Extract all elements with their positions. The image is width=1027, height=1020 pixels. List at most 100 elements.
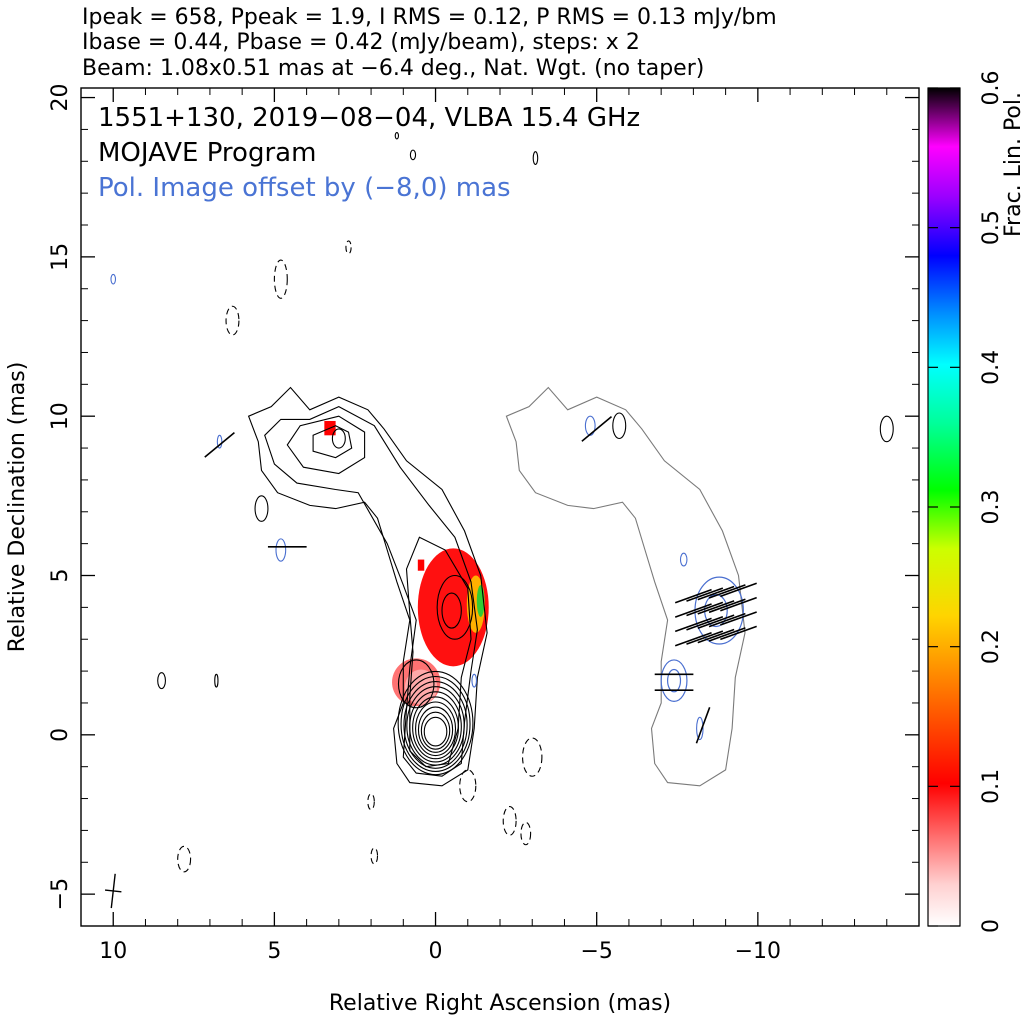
jet-envelope-contour-2 bbox=[405, 536, 472, 768]
core-contour bbox=[403, 681, 468, 769]
pol-contour-island bbox=[696, 716, 704, 741]
y-tick-label: 20 bbox=[48, 84, 73, 112]
x-tick-label: −10 bbox=[735, 939, 781, 964]
x-tick-label: 10 bbox=[99, 939, 127, 964]
core-contour bbox=[420, 711, 451, 750]
map-content bbox=[104, 132, 894, 909]
pol-contour-island bbox=[679, 552, 688, 567]
negative-contour bbox=[345, 240, 352, 255]
pol-offset-panel bbox=[110, 273, 746, 787]
y-axis-label: Relative Declination (mas) bbox=[5, 362, 30, 653]
frac-pol-patch-small bbox=[417, 559, 425, 571]
evpa-tick bbox=[708, 627, 746, 642]
jet-envelope-contour-4 bbox=[312, 425, 353, 459]
knot-contour-inner bbox=[441, 592, 462, 629]
evpa-tick bbox=[686, 601, 724, 617]
negative-contour bbox=[225, 305, 240, 336]
x-tick-label: 5 bbox=[267, 939, 281, 964]
evpa-tick bbox=[697, 614, 735, 629]
negative-contour bbox=[370, 847, 379, 865]
y-tick-label: 15 bbox=[48, 243, 73, 271]
colorbar-tick-label: 0.6 bbox=[979, 71, 1004, 106]
evpa-tick bbox=[720, 582, 757, 598]
beam-minor-axis bbox=[104, 889, 122, 893]
evpa-tick bbox=[686, 587, 724, 602]
colorbar-tick-label: 0.2 bbox=[979, 629, 1004, 664]
pol-contour-island bbox=[110, 273, 117, 285]
colorbar-label: Frac. Lin. Pol. bbox=[1001, 92, 1026, 237]
y-tick-label: 0 bbox=[48, 728, 73, 742]
y-tick-label: 5 bbox=[48, 569, 73, 583]
evpa-tick bbox=[697, 628, 735, 644]
core-contour bbox=[400, 675, 471, 773]
evpa-tick bbox=[204, 431, 235, 458]
total-intensity-contours bbox=[157, 132, 894, 873]
colorbar-tick-label: 0.1 bbox=[979, 769, 1004, 804]
core-contour bbox=[423, 716, 448, 747]
core-contour bbox=[415, 701, 457, 757]
y-tick-label: −5 bbox=[48, 878, 73, 910]
evpa-tick bbox=[697, 585, 735, 601]
evpa-tick bbox=[581, 416, 613, 442]
colorbar-tick-label: 0.5 bbox=[979, 210, 1004, 245]
pol-contour-island bbox=[471, 673, 478, 688]
beam-marker bbox=[104, 873, 122, 909]
contour-island bbox=[612, 412, 627, 440]
contour-island bbox=[532, 151, 539, 166]
colorbar-tick-label: 0.4 bbox=[979, 350, 1004, 385]
pol-contour-knot-inner bbox=[704, 594, 728, 628]
negative-contour bbox=[502, 805, 517, 836]
y-tick-label: 10 bbox=[48, 402, 73, 430]
contour-island bbox=[879, 415, 894, 443]
core-contour bbox=[417, 706, 454, 753]
plot-area bbox=[81, 88, 919, 926]
jet-envelope-contour-0 bbox=[247, 386, 488, 787]
contour-island bbox=[394, 132, 400, 140]
jet-envelope-contour-3 bbox=[286, 415, 366, 475]
evpa-tick bbox=[720, 596, 757, 612]
jet-envelope-contour-1 bbox=[264, 405, 478, 777]
inner-jet-contour bbox=[397, 659, 435, 709]
contour-island bbox=[214, 673, 219, 688]
evpa-tick bbox=[686, 630, 724, 645]
evpa-tick bbox=[695, 707, 711, 744]
contour-island bbox=[254, 495, 269, 522]
x-axis-label: Relative Right Ascension (mas) bbox=[329, 991, 671, 1016]
knot-contour bbox=[436, 574, 474, 640]
evpa-tick bbox=[697, 600, 735, 615]
axis-ticks: 10 5 0 −5 −10 20 15 10 5 0 −5 bbox=[48, 84, 919, 964]
offset-lowest-contour bbox=[505, 386, 746, 787]
evpa-tick bbox=[686, 616, 724, 631]
core-contour bbox=[397, 670, 474, 776]
lobe-peak-contour bbox=[331, 428, 346, 449]
pol-contour-inner-jet-core bbox=[666, 668, 682, 693]
colorbar-ticks: 0 0.1 0.2 0.3 0.4 0.5 0.6 bbox=[928, 71, 1004, 933]
pol-contour-island bbox=[216, 434, 223, 449]
pol-offset-annotation: Pol. Image offset by (−8,0) mas bbox=[98, 173, 511, 203]
evpa-tick bbox=[674, 631, 712, 647]
colorbar-tick-label: 0 bbox=[979, 919, 1004, 933]
negative-contour bbox=[367, 793, 375, 811]
x-tick-label: 0 bbox=[429, 939, 443, 964]
source-annotation: 1551+130, 2019−08−04, VLBA 15.4 GHz bbox=[98, 103, 640, 133]
program-annotation: MOJAVE Program bbox=[98, 138, 316, 168]
header-line-2: Ibase = 0.44, Pbase = 0.42 (mJy/beam), s… bbox=[82, 30, 640, 55]
colorbar-tick-label: 0.3 bbox=[979, 490, 1004, 525]
header-line-3: Beam: 1.08x0.51 mas at −6.4 deg., Nat. W… bbox=[82, 56, 704, 81]
negative-contour bbox=[520, 821, 532, 846]
contour-island bbox=[157, 672, 166, 690]
evpa-tick bbox=[720, 625, 757, 641]
evpa-tick bbox=[708, 612, 746, 628]
evpa-ticks bbox=[204, 416, 757, 744]
evpa-tick bbox=[708, 584, 746, 599]
evpa-tick bbox=[674, 588, 712, 604]
pol-contour-island bbox=[275, 538, 287, 562]
frac-pol-patch-inner-jet-edge bbox=[404, 669, 438, 705]
evpa-tick bbox=[708, 598, 746, 614]
negative-contour bbox=[522, 737, 543, 777]
negative-contour bbox=[177, 845, 192, 873]
pol-contour-inner-jet bbox=[660, 659, 688, 702]
evpa-tick bbox=[720, 611, 757, 626]
x-tick-label: −5 bbox=[580, 939, 612, 964]
